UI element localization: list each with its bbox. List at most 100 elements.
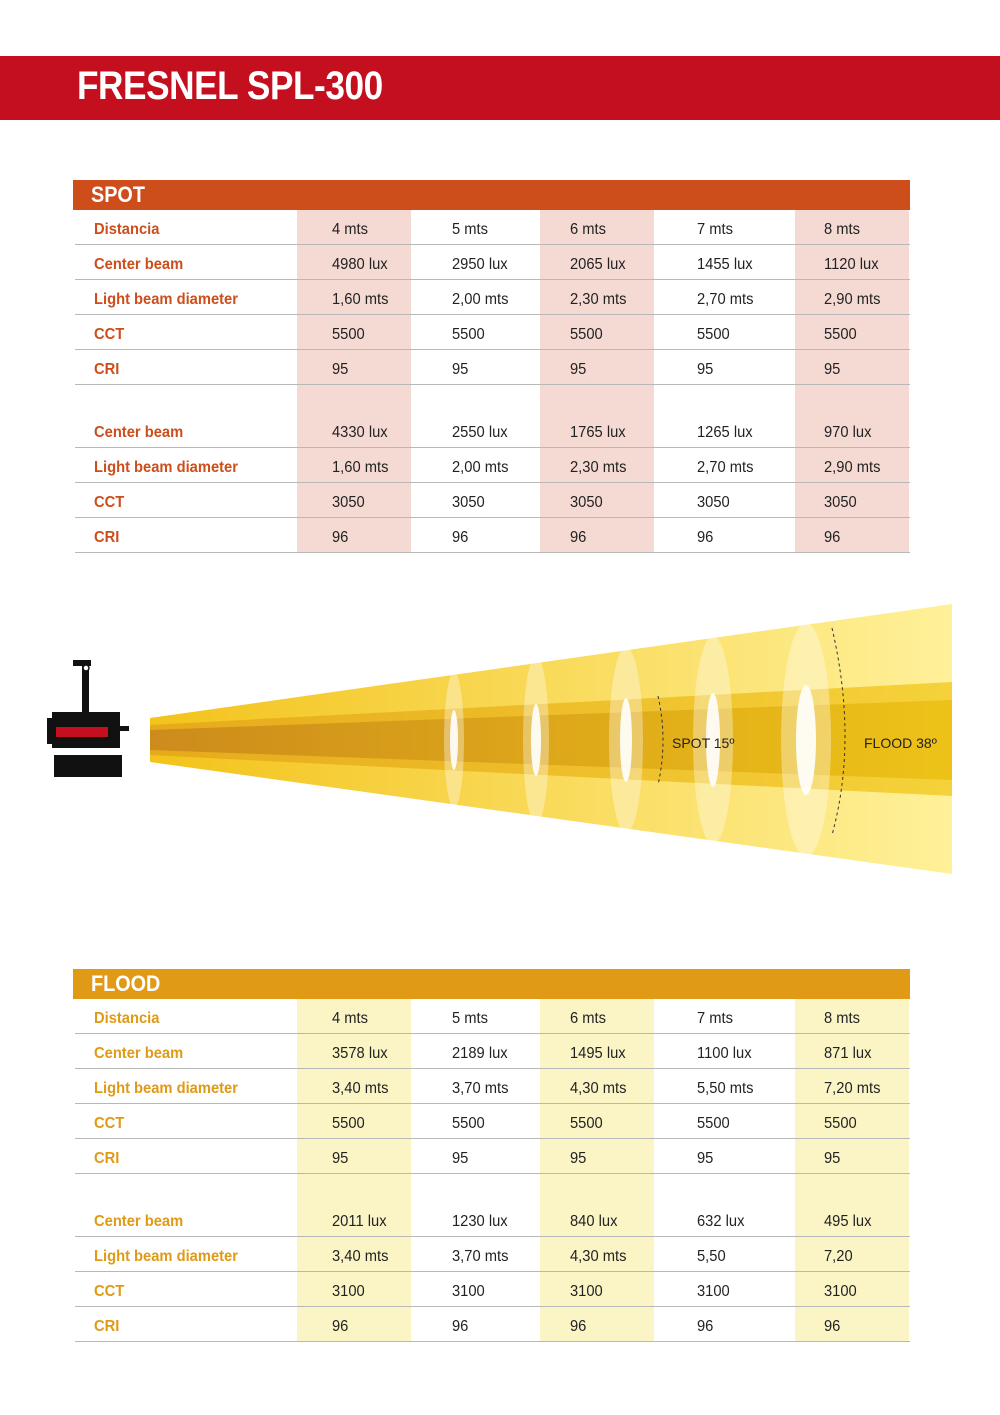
beam-diagram: SPOT 15º FLOOD 38º xyxy=(47,604,952,874)
table-cell: 95 xyxy=(824,1150,841,1167)
shaded-column xyxy=(795,999,909,1342)
table-row: CRI 95 95 95 95 95 xyxy=(75,350,910,385)
row-spacer xyxy=(75,1174,910,1202)
table-row: CRI 96 96 96 96 96 xyxy=(75,518,910,553)
shaded-column xyxy=(297,999,411,1342)
table-cell: 95 xyxy=(332,361,349,378)
flood-table: Distancia 4 mts 5 mts 6 mts 7 mts 8 mts Center… xyxy=(73,999,910,1342)
table-cell: 6 mts xyxy=(570,1010,606,1027)
table-cell: 7,20 xyxy=(824,1248,853,1265)
table-cell: 4980 lux xyxy=(332,256,388,273)
table-cell: 3,40 mts xyxy=(332,1248,389,1265)
table-cell: 4,30 mts xyxy=(570,1248,627,1265)
table-cell: 96 xyxy=(570,1318,587,1335)
table-cell: 3100 xyxy=(570,1283,603,1300)
table-cell: 970 lux xyxy=(824,424,872,441)
table-cell: 2950 lux xyxy=(452,256,508,273)
table-cell: 95 xyxy=(697,1150,714,1167)
table-cell: 96 xyxy=(824,529,841,546)
table-row: Distancia 4 mts 5 mts 6 mts 7 mts 8 mts xyxy=(75,210,910,245)
table-cell: 95 xyxy=(452,361,469,378)
table-cell: 5500 xyxy=(824,326,857,343)
table-cell: 3100 xyxy=(824,1283,857,1300)
table-cell: 3050 xyxy=(570,494,603,511)
table-cell: 5500 xyxy=(452,326,485,343)
table-cell: 5500 xyxy=(697,326,730,343)
table-cell: 95 xyxy=(570,1150,587,1167)
table-row: CCT 3050 3050 3050 3050 3050 xyxy=(75,483,910,518)
table-row: CRI 96 96 96 96 96 xyxy=(75,1307,910,1342)
table-cell: 840 lux xyxy=(570,1213,618,1230)
table-cell: 3,70 mts xyxy=(452,1080,509,1097)
table-cell: 2550 lux xyxy=(452,424,508,441)
table-cell: 96 xyxy=(570,529,587,546)
row-label: Light beam diameter xyxy=(94,459,238,476)
table-cell: 95 xyxy=(332,1150,349,1167)
table-cell: 7 mts xyxy=(697,221,733,238)
table-cell: 7 mts xyxy=(697,1010,733,1027)
table-row: Center beam 2011 lux 1230 lux 840 lux 632 lu… xyxy=(75,1202,910,1237)
table-cell: 5500 xyxy=(697,1115,730,1132)
row-label: CCT xyxy=(94,326,125,343)
table-cell: 3050 xyxy=(697,494,730,511)
table-cell: 495 lux xyxy=(824,1213,872,1230)
table-cell: 96 xyxy=(332,1318,349,1335)
table-cell: 2,00 mts xyxy=(452,291,509,308)
table-cell: 95 xyxy=(452,1150,469,1167)
table-row: Light beam diameter 1,60 mts 2,00 mts 2,30 … xyxy=(75,448,910,483)
table-cell: 2,30 mts xyxy=(570,291,627,308)
table-cell: 96 xyxy=(452,529,469,546)
table-row: CCT 3100 3100 3100 3100 3100 xyxy=(75,1272,910,1307)
table-cell: 5 mts xyxy=(452,1010,488,1027)
table-cell: 3050 xyxy=(332,494,365,511)
table-cell: 96 xyxy=(697,529,714,546)
table-cell: 95 xyxy=(570,361,587,378)
table-cell: 95 xyxy=(824,361,841,378)
table-row: Distancia 4 mts 5 mts 6 mts 7 mts 8 mts xyxy=(75,999,910,1034)
flood-title: FLOOD xyxy=(91,971,161,996)
table-cell: 5,50 xyxy=(697,1248,726,1265)
table-cell: 5500 xyxy=(570,326,603,343)
row-label: Light beam diameter xyxy=(94,1080,238,1097)
shaded-column xyxy=(540,210,654,553)
table-cell: 5 mts xyxy=(452,221,488,238)
row-label: CRI xyxy=(94,1150,120,1167)
table-cell: 2,90 mts xyxy=(824,291,881,308)
table-cell: 5500 xyxy=(332,1115,365,1132)
table-cell: 4 mts xyxy=(332,221,368,238)
row-label: CRI xyxy=(94,1318,120,1335)
table-cell: 2,70 mts xyxy=(697,459,754,476)
row-label: Center beam xyxy=(94,1045,184,1062)
table-cell: 96 xyxy=(824,1318,841,1335)
row-label: CRI xyxy=(94,529,120,546)
table-cell: 4 mts xyxy=(332,1010,368,1027)
table-cell: 3050 xyxy=(824,494,857,511)
table-cell: 1,60 mts xyxy=(332,459,389,476)
table-cell: 96 xyxy=(697,1318,714,1335)
page-title: FRESNEL SPL-300 xyxy=(77,64,383,108)
flood-section: FLOOD Distancia 4 mts 5 mts 6 mts 7 mts 8 mts… xyxy=(73,969,910,1342)
table-cell: 5500 xyxy=(824,1115,857,1132)
table-cell: 3,40 mts xyxy=(332,1080,389,1097)
table-row: Light beam diameter 1,60 mts 2,00 mts 2,30 … xyxy=(75,280,910,315)
table-cell: 2011 lux xyxy=(332,1213,387,1230)
table-cell: 1120 lux xyxy=(824,256,879,273)
table-cell: 2065 lux xyxy=(570,256,626,273)
row-label: CCT xyxy=(94,1283,125,1300)
table-cell: 4,30 mts xyxy=(570,1080,627,1097)
table-cell: 2189 lux xyxy=(452,1045,508,1062)
table-cell: 3578 lux xyxy=(332,1045,388,1062)
beam-rings xyxy=(444,623,831,857)
table-row: Center beam 3578 lux 2189 lux 1495 lux 1100 … xyxy=(75,1034,910,1069)
table-row: Light beam diameter 3,40 mts 3,70 mts 4,30 … xyxy=(75,1069,910,1104)
table-cell: 3,70 mts xyxy=(452,1248,509,1265)
table-cell: 3050 xyxy=(452,494,485,511)
table-cell: 1765 lux xyxy=(570,424,626,441)
fresnel-fixture-icon xyxy=(47,660,129,777)
table-cell: 632 lux xyxy=(697,1213,745,1230)
table-cell: 1265 lux xyxy=(697,424,753,441)
table-cell: 4330 lux xyxy=(332,424,388,441)
table-cell: 2,70 mts xyxy=(697,291,754,308)
spot-angle-label: SPOT 15º xyxy=(672,735,734,751)
title-bar: FRESNEL SPL-300 xyxy=(0,56,1000,120)
